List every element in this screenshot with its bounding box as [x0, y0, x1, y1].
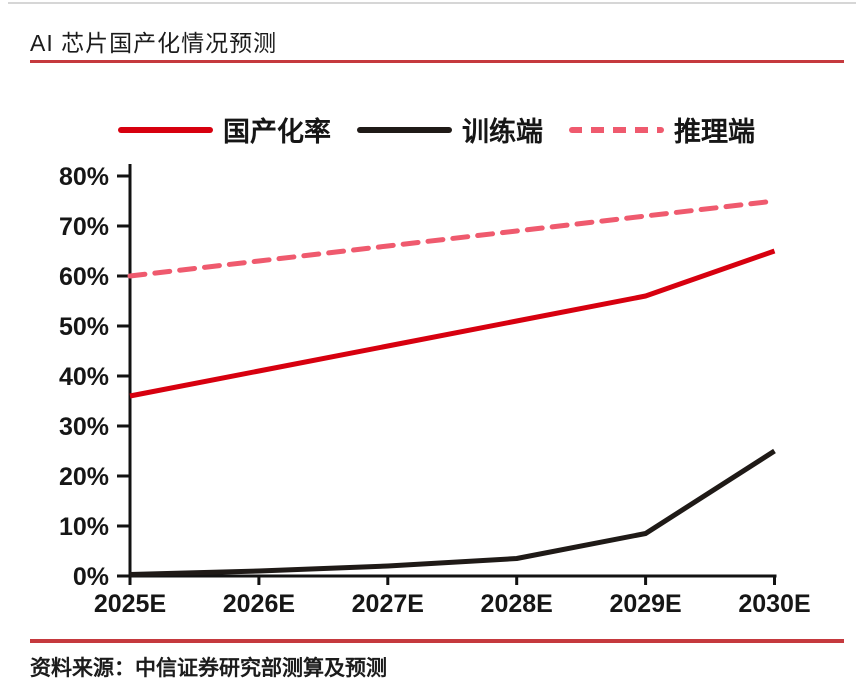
y-tick-label: 70% [59, 213, 109, 241]
source-text: 资料来源：中信证券研究部测算及预测 [30, 657, 387, 680]
legend-label: 国产化率 [223, 117, 331, 147]
y-tick-label: 0% [73, 563, 109, 591]
y-tick-label: 40% [59, 363, 109, 391]
top-divider [8, 2, 856, 4]
legend-item-inference-side: 推理端 [569, 110, 755, 149]
chart-legend: 国产化率 训练端 推理端 [118, 110, 755, 149]
y-tick-label: 60% [59, 263, 109, 291]
x-tick-label: 2028E [481, 590, 553, 618]
x-tick-label: 2025E [94, 590, 166, 618]
legend-swatch-black-line-icon [357, 126, 452, 133]
x-tick-label: 2027E [352, 590, 424, 618]
source-divider [30, 639, 844, 643]
y-tick-label: 30% [59, 413, 109, 441]
x-tick-label: 2026E [223, 590, 295, 618]
series-line-2 [127, 198, 777, 279]
title-underline [30, 60, 844, 63]
y-tick-label: 20% [59, 463, 109, 491]
page-title: AI 芯片国产化情况预测 [30, 30, 278, 56]
y-tick-label: 10% [59, 513, 109, 541]
legend-label: 训练端 [462, 117, 543, 147]
series-line-1 [129, 448, 776, 577]
legend-label: 推理端 [674, 117, 755, 147]
y-tick-label: 50% [59, 313, 109, 341]
legend-swatch-pink-dashed-line-icon [569, 126, 664, 133]
legend-swatch-red-line-icon [118, 126, 213, 133]
legend-item-training-side: 训练端 [357, 110, 543, 149]
x-tick-label: 2029E [609, 590, 681, 618]
y-tick-label: 80% [59, 163, 109, 191]
series-line-0 [129, 248, 776, 399]
x-tick-label: 2030E [738, 590, 810, 618]
legend-item-domestication-rate: 国产化率 [118, 110, 331, 149]
line-chart: 0% 10% 20% 30% 40% 50% 60% 70% 80% 2025E 2026E 2027… [59, 163, 811, 618]
